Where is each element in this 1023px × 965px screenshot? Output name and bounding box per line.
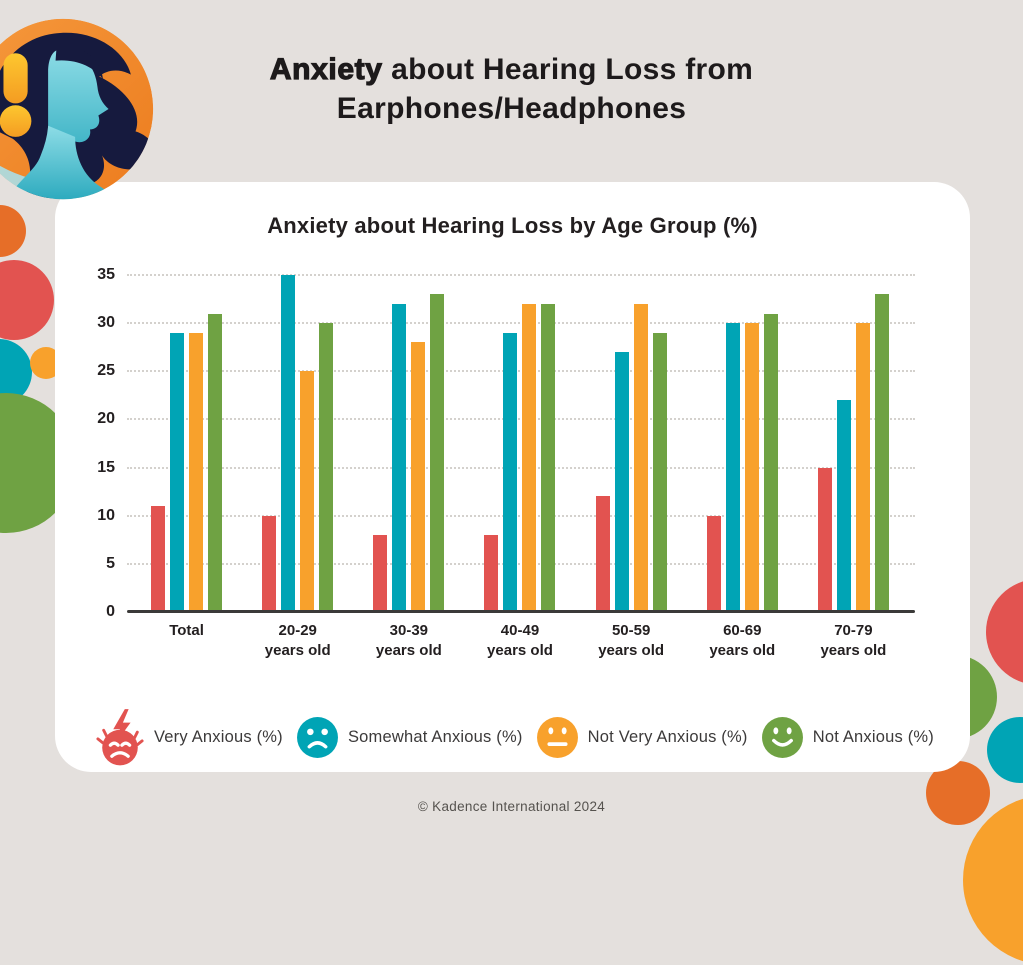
bar — [817, 467, 832, 612]
angry-face-icon — [96, 709, 144, 766]
bar-group: Total — [131, 275, 242, 639]
bar — [744, 323, 759, 612]
decorative-circle — [0, 260, 54, 340]
legend-label: Very Anxious (%) — [154, 727, 283, 746]
gridline — [127, 370, 915, 373]
headphones-woman-icon — [0, 18, 154, 200]
gridline — [127, 514, 915, 517]
x-axis-label: Total — [169, 622, 204, 639]
x-axis-label: 30-39 years old — [375, 622, 442, 660]
bar — [319, 323, 334, 612]
woman-with-headphones-logo — [0, 16, 156, 202]
bar — [633, 303, 648, 612]
bar — [706, 515, 721, 612]
legend-item-not-very-anxious: Not Very Anxious (%) — [536, 716, 748, 759]
bar — [522, 303, 537, 612]
page-title-emphasis: Anxiety — [269, 52, 383, 86]
x-axis-label: 50-59 years old — [598, 622, 665, 660]
bar-group: 40-49 years old — [464, 275, 575, 659]
x-axis-label: 20-29 years old — [264, 622, 331, 660]
bar-group: 70-79 years old — [798, 275, 909, 659]
bar-chart-plot-area: 0 5 10 15 20 25 30 35 Total 20-29 years old 30-39… — [97, 267, 915, 659]
legend-item-somewhat-anxious: Somewhat Anxious (%) — [296, 716, 523, 759]
page-title-rest: about Hearing Loss from — [382, 53, 754, 86]
decorative-circle — [986, 579, 1023, 685]
bar-group: 30-39 years old — [353, 275, 464, 659]
bar — [208, 313, 223, 612]
bar — [300, 371, 315, 612]
bar — [652, 332, 667, 612]
y-tick-label: 35 — [97, 266, 115, 283]
bar — [855, 323, 870, 612]
bar — [503, 332, 518, 612]
legend-item-very-anxious: Very Anxious (%) — [95, 708, 283, 766]
gridline — [127, 562, 915, 565]
decorative-circle — [0, 205, 26, 257]
sad-face-icon — [296, 716, 338, 758]
infographic-card: Anxiety about Hearing Loss by Age Group … — [55, 182, 970, 772]
x-axis-label: 70-79 years old — [820, 622, 887, 660]
y-tick-label: 10 — [97, 506, 115, 524]
neutral-face-icon — [536, 716, 578, 758]
x-axis-line — [127, 610, 915, 613]
bar — [541, 303, 556, 612]
x-axis-label: 40-49 years old — [487, 622, 553, 660]
bar — [373, 534, 388, 612]
bar — [170, 332, 185, 612]
headphone-earcup-icon — [0, 105, 32, 137]
bar — [262, 515, 277, 612]
gridline — [127, 274, 915, 276]
bar-group: 20-29 years old — [242, 275, 353, 659]
gridline — [127, 322, 915, 325]
copyright-text: © Kadence International 2024 — [417, 799, 606, 814]
x-axis-label: 60-69 years old — [709, 622, 776, 660]
decorative-circle — [987, 717, 1023, 783]
bar — [614, 352, 629, 612]
legend-label: Not Very Anxious (%) — [587, 727, 748, 746]
page-title-line2: Earphones/Headphones — [336, 92, 687, 125]
bar — [151, 506, 166, 612]
y-tick-label: 30 — [97, 314, 115, 332]
y-axis-labels: 0 5 10 15 20 25 30 35 — [67, 267, 115, 620]
chart-title: Anxiety about Hearing Loss by Age Group … — [267, 213, 758, 238]
legend-label: Not Anxious (%) — [812, 727, 934, 746]
bar-group: 50-59 years old — [576, 275, 687, 659]
legend-item-not-anxious: Not Anxious (%) — [761, 716, 934, 759]
y-tick-label: 25 — [97, 362, 115, 380]
y-tick-label: 20 — [97, 410, 115, 428]
exclamation-mark-icon — [3, 53, 28, 104]
bar — [411, 342, 426, 612]
bar — [281, 275, 296, 612]
gridline — [127, 466, 915, 469]
y-tick-label: 0 — [106, 603, 115, 620]
bar — [874, 294, 889, 612]
bar — [595, 496, 610, 612]
bar — [189, 332, 204, 612]
bar — [836, 400, 851, 612]
y-tick-label: 15 — [97, 458, 115, 476]
bar — [430, 294, 445, 612]
bar — [725, 323, 740, 612]
bar — [392, 303, 407, 612]
bar — [763, 313, 778, 612]
gridline — [127, 418, 915, 421]
legend-label: Somewhat Anxious (%) — [347, 727, 523, 746]
bar — [484, 534, 499, 612]
page-title: Anxiety about Hearing Loss from Earphone… — [0, 50, 1023, 128]
smiley-face-icon — [761, 716, 803, 758]
y-tick-label: 5 — [106, 554, 115, 572]
bar-group: 60-69 years old — [687, 275, 798, 659]
chart-legend: Very Anxious (%) Somewhat Anxious (%) No… — [95, 708, 934, 766]
bar-groups: Total 20-29 years old 30-39 years old 40-49… — [125, 275, 915, 659]
